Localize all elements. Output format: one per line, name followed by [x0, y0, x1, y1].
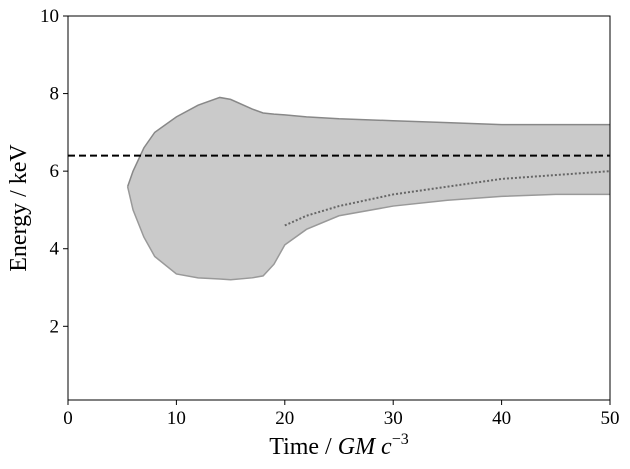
y-tick-label: 4 [50, 239, 60, 260]
plot-frame [67, 15, 611, 401]
x-axis-label: Time / GM c−3 [269, 431, 409, 460]
x-tick-label: 40 [492, 408, 511, 429]
y-tick-label: 6 [50, 161, 60, 182]
x-tick-label: 10 [167, 408, 186, 429]
inner-curve [284, 170, 611, 227]
band-lower [126, 186, 610, 281]
x-label-math: GM c [338, 434, 392, 460]
x-tick-label: 0 [63, 408, 73, 429]
y-tick-label: 8 [50, 84, 60, 105]
y-tick-label: 2 [50, 316, 60, 337]
band-upper [126, 96, 610, 187]
x-tick-label: 50 [601, 408, 620, 429]
y-axis-label: Energy / keV [6, 144, 32, 272]
x-tick-label: 30 [384, 408, 403, 429]
x-label-text: Time / [269, 434, 337, 460]
band-area [127, 97, 611, 280]
y-tick-label: 10 [40, 6, 59, 27]
x-label-exponent: −3 [392, 431, 409, 448]
x-tick-label: 20 [275, 408, 294, 429]
